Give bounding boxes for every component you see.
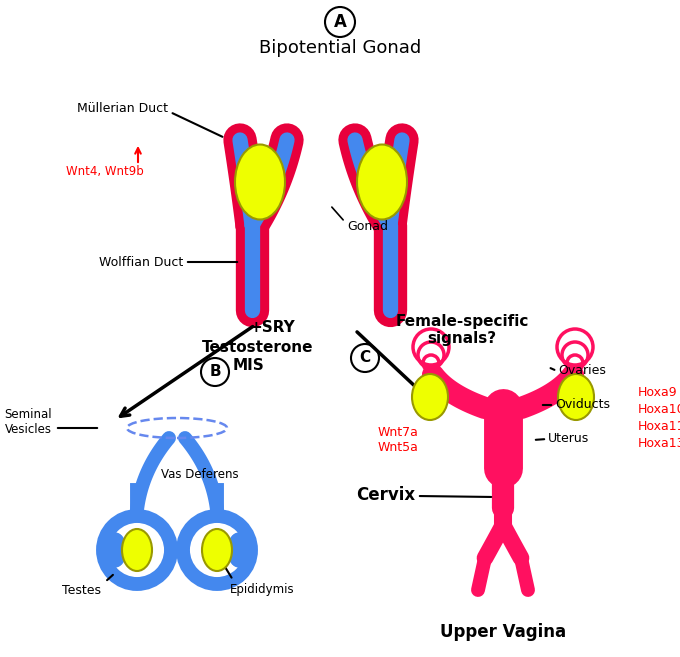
Text: Wolffian Duct: Wolffian Duct: [99, 256, 183, 269]
Text: C: C: [360, 350, 371, 365]
Ellipse shape: [412, 374, 448, 420]
Circle shape: [232, 553, 246, 567]
Text: Testes: Testes: [63, 583, 101, 597]
Ellipse shape: [228, 534, 246, 566]
Circle shape: [108, 533, 122, 547]
Text: Uterus: Uterus: [548, 432, 590, 445]
Text: Müllerian Duct: Müllerian Duct: [77, 101, 168, 114]
Text: Gonad: Gonad: [347, 219, 388, 233]
Ellipse shape: [122, 529, 152, 571]
Text: MIS: MIS: [232, 359, 264, 373]
Text: Wnt4, Wnt9b: Wnt4, Wnt9b: [66, 166, 144, 179]
Text: Epididymis: Epididymis: [230, 583, 294, 597]
Text: A: A: [334, 13, 346, 31]
Text: +SRY: +SRY: [249, 321, 295, 336]
Ellipse shape: [357, 145, 407, 219]
Text: Wnt7a
Wnt5a: Wnt7a Wnt5a: [377, 426, 418, 454]
Text: Testosterone: Testosterone: [202, 340, 313, 355]
Text: Female-specific
signals?: Female-specific signals?: [395, 314, 528, 346]
Ellipse shape: [235, 145, 285, 219]
Circle shape: [232, 543, 246, 557]
Ellipse shape: [202, 529, 232, 571]
Text: Cervix: Cervix: [356, 486, 415, 504]
Text: Bipotential Gonad: Bipotential Gonad: [259, 39, 421, 57]
Circle shape: [183, 516, 251, 584]
Text: Seminal
Vesicles: Seminal Vesicles: [4, 408, 52, 436]
Text: Hoxa9
Hoxa10
Hoxa11
Hoxa13: Hoxa9 Hoxa10 Hoxa11 Hoxa13: [638, 386, 680, 450]
Circle shape: [108, 543, 122, 557]
Text: Vas Deferens: Vas Deferens: [161, 468, 239, 482]
Text: Upper Vagina: Upper Vagina: [440, 623, 566, 641]
Text: Oviducts: Oviducts: [555, 399, 610, 411]
Ellipse shape: [558, 374, 594, 420]
Circle shape: [108, 553, 122, 567]
Text: B: B: [209, 365, 221, 380]
Text: Ovaries: Ovaries: [558, 363, 606, 376]
Ellipse shape: [108, 534, 126, 566]
Circle shape: [103, 516, 171, 584]
Circle shape: [232, 533, 246, 547]
